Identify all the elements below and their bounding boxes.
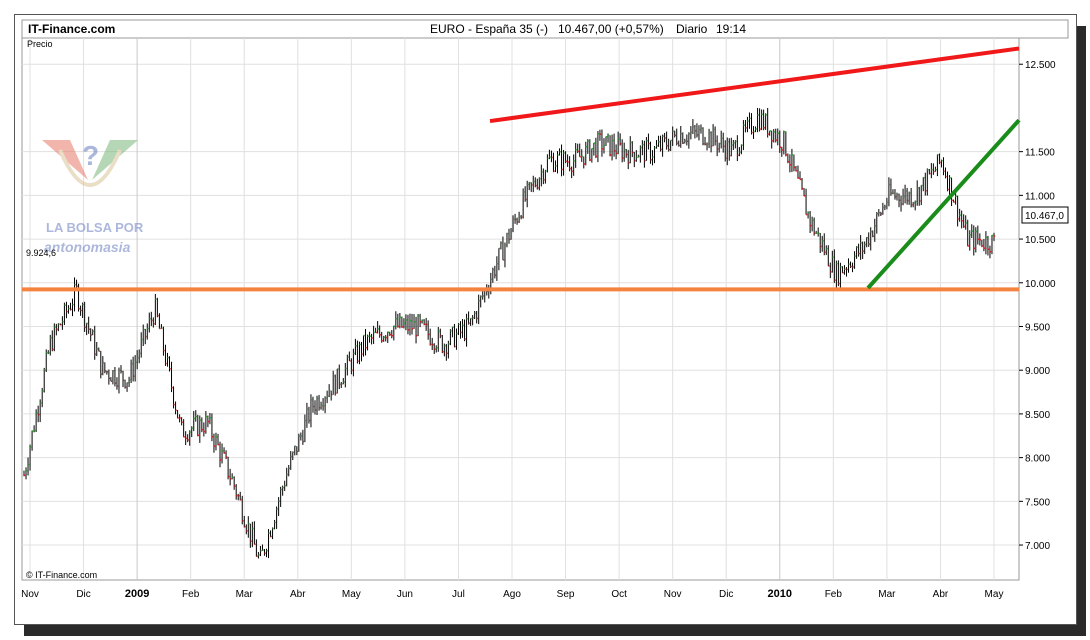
y-tick-label: 7.000 xyxy=(1025,541,1050,552)
y-axis: 7.000 7.500 8.000 8.500 9.000 9.500 10.000 10.5… xyxy=(1019,60,1056,552)
support-trendline xyxy=(866,118,1021,290)
x-tick-label: Feb xyxy=(825,589,843,600)
logo-line2: antonomasia xyxy=(44,239,131,255)
x-tick-label: Jul xyxy=(452,589,465,600)
y-tick-label: 8.000 xyxy=(1025,454,1050,465)
annotation-layer xyxy=(22,46,1021,292)
x-tick-label: Jun xyxy=(397,589,413,600)
instrument-name: EURO - España 35 (-) xyxy=(430,22,548,36)
x-tick-label: Abr xyxy=(290,589,306,600)
y-tick-label: 8.500 xyxy=(1025,410,1050,421)
price-layer xyxy=(23,107,996,559)
last-value-label: 10.467,0 xyxy=(1025,211,1064,222)
y-tick-label: 9.500 xyxy=(1025,322,1050,333)
logo-question-icon: ? xyxy=(82,140,99,171)
quote-value: 10.467,00 (+0,57%) xyxy=(558,22,664,36)
y-tick-label: 9.000 xyxy=(1025,366,1050,377)
logo-watermark: ? LA BOLSA POR antonomasia xyxy=(42,140,144,255)
y-tick-label: 10.500 xyxy=(1025,235,1056,246)
x-tick-label: Feb xyxy=(182,589,200,600)
x-tick-label: Oct xyxy=(611,589,627,600)
y-tick-label: 11.500 xyxy=(1025,148,1055,159)
y-tick-label: 7.500 xyxy=(1025,497,1050,508)
site-name: IT-Finance.com xyxy=(28,22,115,36)
x-tick-label: 2010 xyxy=(768,588,792,600)
y-tick-label: 12.500 xyxy=(1025,60,1056,71)
x-tick-label: Mar xyxy=(236,589,254,600)
resistance-trendline xyxy=(489,46,1020,124)
y-tick-label: 11.000 xyxy=(1025,191,1055,202)
x-tick-label: May xyxy=(342,589,361,600)
period-label: Diario xyxy=(676,22,708,36)
x-axis: Nov Dic 2009 Feb Mar Abr May Jun Jul Ago Sep Oct Nov… xyxy=(21,588,1003,600)
plot-area xyxy=(21,37,1020,581)
copyright: © IT-Finance.com xyxy=(26,570,97,580)
x-tick-label: 2009 xyxy=(125,588,149,600)
y-axis-title: Precio xyxy=(27,39,53,49)
x-tick-label: Dic xyxy=(76,589,90,600)
x-tick-label: Nov xyxy=(21,589,39,600)
x-tick-label: Nov xyxy=(664,589,682,600)
time-label: 19:14 xyxy=(716,22,746,36)
x-tick-label: May xyxy=(985,589,1004,600)
y-tick-label: 10.000 xyxy=(1025,279,1056,290)
last-value-box xyxy=(1021,206,1069,224)
x-tick-label: Abr xyxy=(933,589,949,600)
x-tick-label: Ago xyxy=(503,589,521,600)
hline-label: 9.924,6 xyxy=(26,248,56,258)
grid-layer xyxy=(22,38,1019,580)
x-tick-label: Dic xyxy=(719,589,733,600)
logo-v-shape xyxy=(58,149,122,187)
x-tick-label: Sep xyxy=(557,589,575,600)
logo-line1: LA BOLSA POR xyxy=(46,220,144,235)
x-tick-label: Mar xyxy=(878,589,896,600)
